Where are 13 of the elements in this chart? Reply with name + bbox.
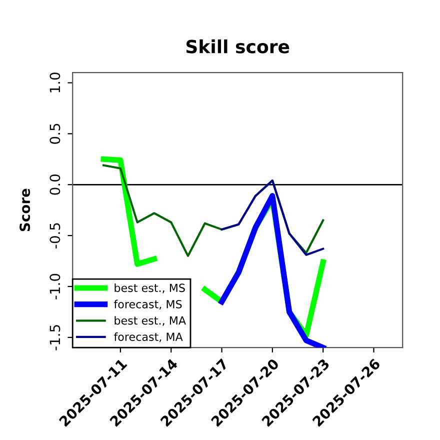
y-tick-label: -1.0 xyxy=(50,274,60,300)
y-tick-label: -0.5 xyxy=(50,223,60,248)
y-axis-title: Score xyxy=(20,188,30,232)
y-tick-label: 1.0 xyxy=(50,72,60,92)
legend-label: best est., MA xyxy=(114,316,186,326)
legend-label: forecast, MS xyxy=(114,300,182,310)
legend-label: best est., MS xyxy=(114,283,185,294)
y-tick-label: 0.0 xyxy=(50,174,60,195)
chart-title: Skill score xyxy=(186,39,290,54)
line-series xyxy=(220,180,324,256)
legend-label: forecast, MA xyxy=(114,332,183,342)
y-tick-label: -1.5 xyxy=(50,325,60,350)
y-tick-label: 0.5 xyxy=(50,124,60,144)
